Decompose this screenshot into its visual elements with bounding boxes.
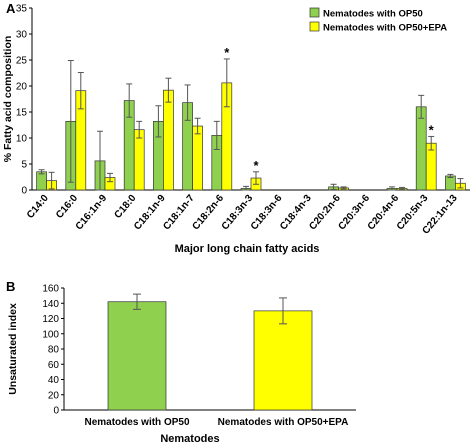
y-tick-label-a: 10	[16, 134, 28, 145]
y-tick-label-a: 5	[21, 160, 27, 171]
bar-b	[107, 301, 167, 411]
x-axis-title-b: Nematodes	[160, 433, 219, 445]
y-tick-label-a: 35	[16, 4, 28, 15]
y-tick-label-a: 20	[16, 82, 28, 93]
x-tick-label-a: C14:0	[25, 193, 51, 221]
x-tick-label-a: C18:0	[113, 193, 139, 221]
y-tick-label-b: 160	[42, 284, 59, 295]
y-axis-title-b: Unsaturated index	[7, 303, 19, 395]
legend-label: Nematodes with OP50+EPA	[323, 23, 447, 34]
y-tick-label-b: 40	[48, 375, 60, 386]
y-tick-label-b: 60	[48, 360, 60, 371]
significance-star: *	[429, 122, 435, 137]
significance-star: *	[253, 158, 259, 173]
x-tick-label-b: Nematodes with OP50	[84, 417, 189, 428]
y-axis-title-a: % Fatty acid composition	[2, 36, 14, 163]
y-tick-label-b: 140	[42, 299, 59, 310]
bar-a	[163, 89, 174, 191]
y-tick-label-b: 80	[48, 345, 60, 356]
y-tick-label-a: 25	[16, 56, 28, 67]
bar-a	[445, 175, 456, 191]
bar-a	[36, 171, 47, 191]
chart-b: 0 20 40 60 80 100 120 140 160 Unsaturated index Ne…	[7, 284, 356, 445]
bar-a	[415, 106, 427, 191]
legend-label: Nematodes with OP50	[323, 9, 423, 20]
x-tick-label-b: Nematodes with OP50+EPA	[218, 417, 349, 428]
bar-a	[192, 125, 203, 191]
y-tick-label-b: 0	[53, 406, 59, 417]
panel-label-a: A	[6, 1, 16, 16]
chart-a: 0 5 10 15 20 25 30 35 % Fatty acid composition * *…	[2, 4, 470, 255]
y-tick-label-b: 100	[42, 329, 59, 340]
panel-label-b: B	[6, 279, 15, 294]
bar-a	[133, 129, 145, 191]
y-tick-label-b: 20	[48, 390, 60, 401]
bar-b	[253, 310, 313, 411]
y-tick-label-a: 30	[16, 30, 28, 41]
y-tick-label-a: 0	[21, 186, 27, 197]
legend-swatch	[309, 21, 320, 32]
x-axis-title-a: Major long chain fatty acids	[175, 243, 320, 255]
y-tick-label-a: 15	[16, 108, 28, 119]
x-tick-label-a: C16:0	[54, 193, 80, 221]
y-tick-label-b: 120	[42, 314, 59, 325]
significance-star: *	[224, 45, 230, 60]
x-tick-label-a: C16:1n-9	[74, 193, 110, 233]
legend-swatch	[309, 7, 320, 18]
